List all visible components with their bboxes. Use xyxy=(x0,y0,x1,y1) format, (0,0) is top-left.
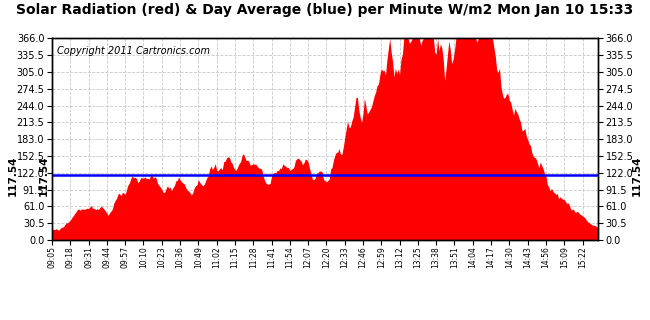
Text: Copyright 2011 Cartronics.com: Copyright 2011 Cartronics.com xyxy=(57,46,211,56)
Text: Solar Radiation (red) & Day Average (blue) per Minute W/m2 Mon Jan 10 15:33: Solar Radiation (red) & Day Average (blu… xyxy=(16,3,634,17)
Text: 117.54: 117.54 xyxy=(8,155,18,196)
Text: 117.54: 117.54 xyxy=(39,155,49,196)
Text: 117.54: 117.54 xyxy=(632,155,642,196)
